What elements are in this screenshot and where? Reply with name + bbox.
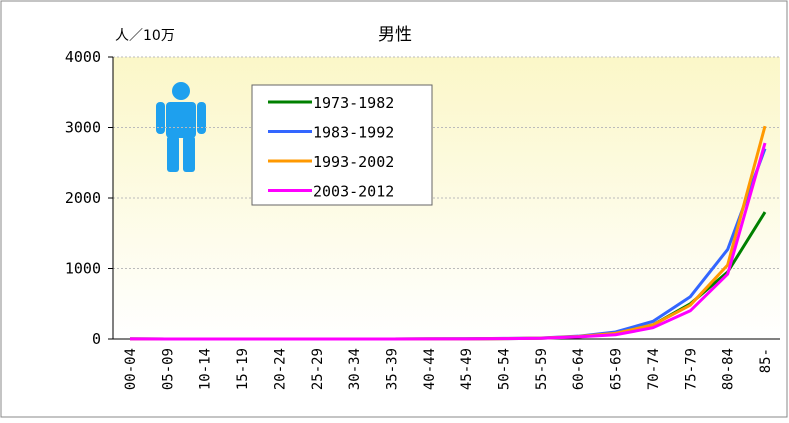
legend-label: 1983-1992 — [313, 124, 394, 142]
x-tick-label: 20-24 — [272, 348, 288, 390]
chart-title: 男性 — [378, 25, 412, 45]
y-tick-label: 2000 — [65, 189, 101, 207]
x-tick-label: 40-44 — [422, 348, 438, 390]
y-tick-label: 3000 — [65, 119, 101, 137]
x-tick-label: 05-09 — [160, 348, 176, 390]
person-icon — [156, 82, 206, 172]
x-tick-label: 30-34 — [347, 348, 363, 390]
x-tick-label: 25-29 — [310, 348, 326, 390]
x-tick-label: 75-79 — [683, 348, 699, 390]
x-tick-label: 80-84 — [721, 348, 737, 390]
series-line — [129, 142, 767, 341]
x-tick-label: 60-64 — [571, 348, 587, 390]
x-tick-label: 50-54 — [497, 348, 513, 390]
legend-label: 2003-2012 — [313, 183, 394, 201]
x-tick-label: 85- — [758, 348, 774, 373]
legend-label: 1973-1982 — [313, 94, 394, 112]
y-tick-label: 4000 — [65, 48, 101, 66]
x-tick-label: 15-19 — [235, 348, 251, 390]
y-axis-label: 人／10万 — [115, 28, 175, 44]
legend-label: 1993-2002 — [313, 153, 394, 171]
x-tick-label: 55-59 — [534, 348, 550, 390]
x-tick-label: 10-14 — [198, 348, 214, 390]
y-tick-label: 0 — [92, 330, 101, 348]
x-tick-label: 35-39 — [384, 348, 400, 390]
x-tick-label: 70-74 — [646, 348, 662, 390]
y-tick-label: 1000 — [65, 260, 101, 278]
x-tick-label: 45-49 — [459, 348, 475, 390]
legend — [251, 84, 433, 206]
x-tick-label: 65-69 — [609, 348, 625, 390]
x-tick-label: 00-04 — [123, 348, 139, 390]
